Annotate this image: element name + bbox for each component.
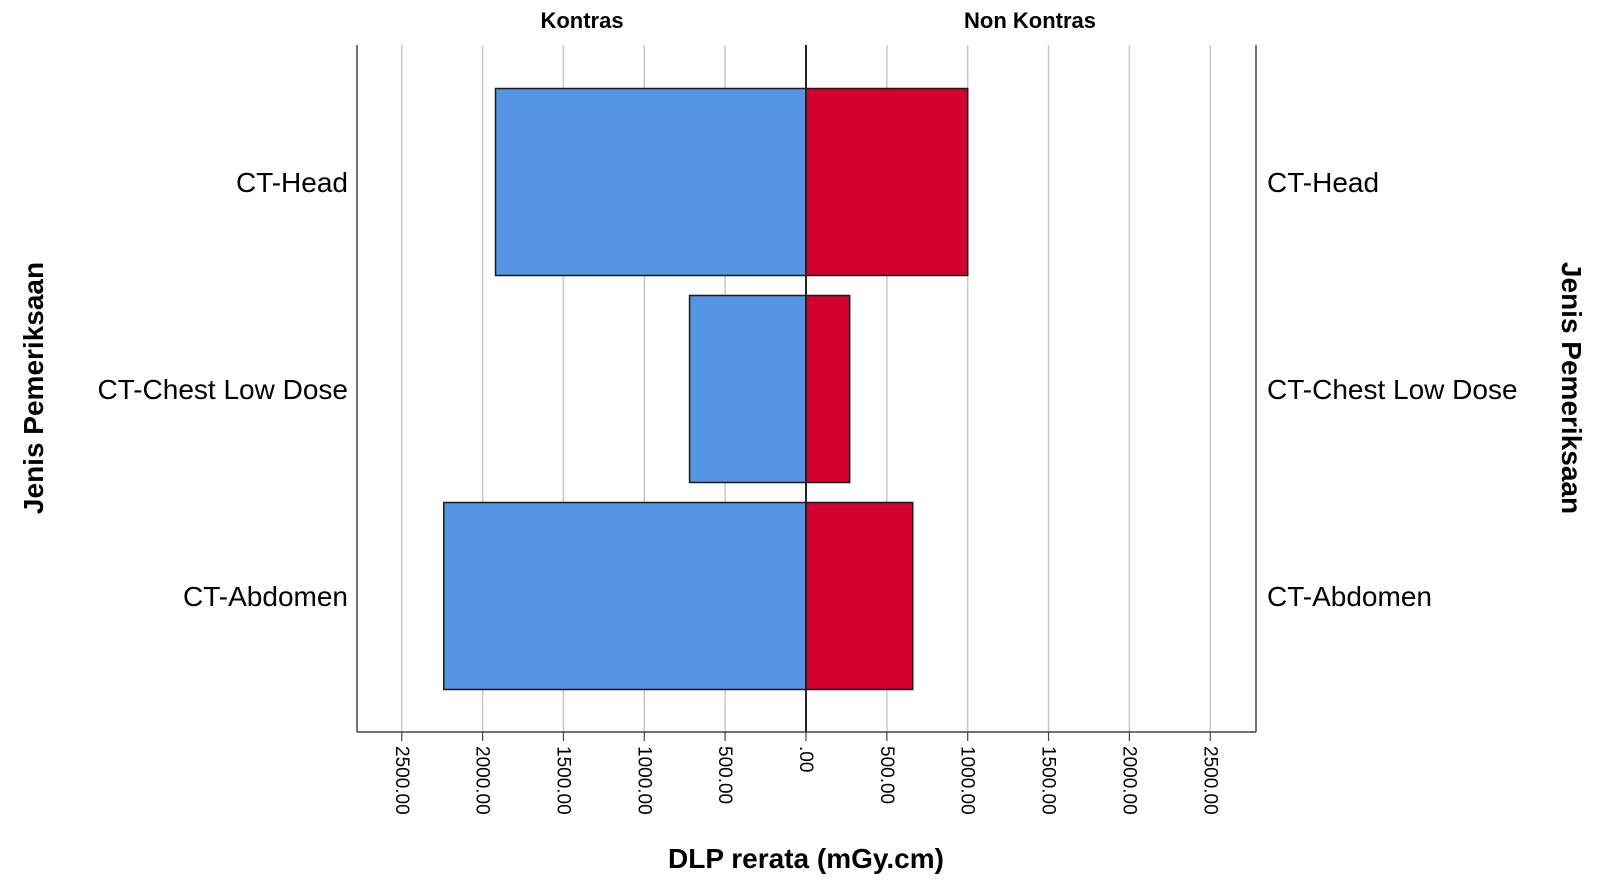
tick-label-left-1500: 1500.00	[552, 746, 573, 815]
category-label-right-1: CT-Chest Low Dose	[1267, 374, 1518, 405]
tick-label-left-2500: 2500.00	[391, 746, 412, 815]
category-label-right-2: CT-Abdomen	[1267, 581, 1432, 612]
bar-non-kontras-2	[805, 501, 914, 691]
category-labels: CT-Head CT-Head CT-Chest Low Dose CT-Chest …	[97, 167, 1517, 612]
category-label-left-1: CT-Chest Low Dose	[97, 374, 348, 405]
tick-label-center-0: .00	[795, 746, 816, 772]
tick-label-left-1000: 1000.00	[633, 746, 654, 815]
y-axis-title-left: Jenis Pemeriksaan	[18, 262, 49, 514]
frame-layer	[356, 45, 1257, 741]
tick-label-right-1500: 1500.00	[1038, 746, 1059, 815]
bar-kontras-0	[494, 87, 807, 277]
tick-label-right-500: 500.00	[876, 746, 897, 804]
tick-label-left-2000: 2000.00	[472, 746, 493, 815]
bar-layer	[443, 87, 969, 691]
tick-label-right-2500: 2500.00	[1199, 746, 1220, 815]
category-label-left-2: CT-Abdomen	[183, 581, 348, 612]
x-axis-title: DLP rerata (mGy.cm)	[668, 843, 944, 874]
bar-kontras-1	[688, 294, 807, 484]
category-label-right-0: CT-Head	[1267, 167, 1379, 198]
panel-title-non-kontras: Non Kontras	[964, 8, 1096, 33]
category-label-left-0: CT-Head	[236, 167, 348, 198]
bar-non-kontras-1	[805, 294, 851, 484]
tick-label-left-500: 500.00	[714, 746, 735, 804]
tick-label-right-2000: 2000.00	[1118, 746, 1139, 815]
y-axis-title-right: Jenis Pemeriksaan	[1556, 262, 1587, 514]
tick-label-right-1000: 1000.00	[957, 746, 978, 815]
bar-non-kontras-0	[805, 87, 969, 277]
panel-title-kontras: Kontras	[540, 8, 623, 33]
bar-kontras-2	[443, 501, 807, 691]
tick-labels: .00 500.00 500.00 1000.00 1000.00 1500.00 1500…	[391, 746, 1221, 815]
